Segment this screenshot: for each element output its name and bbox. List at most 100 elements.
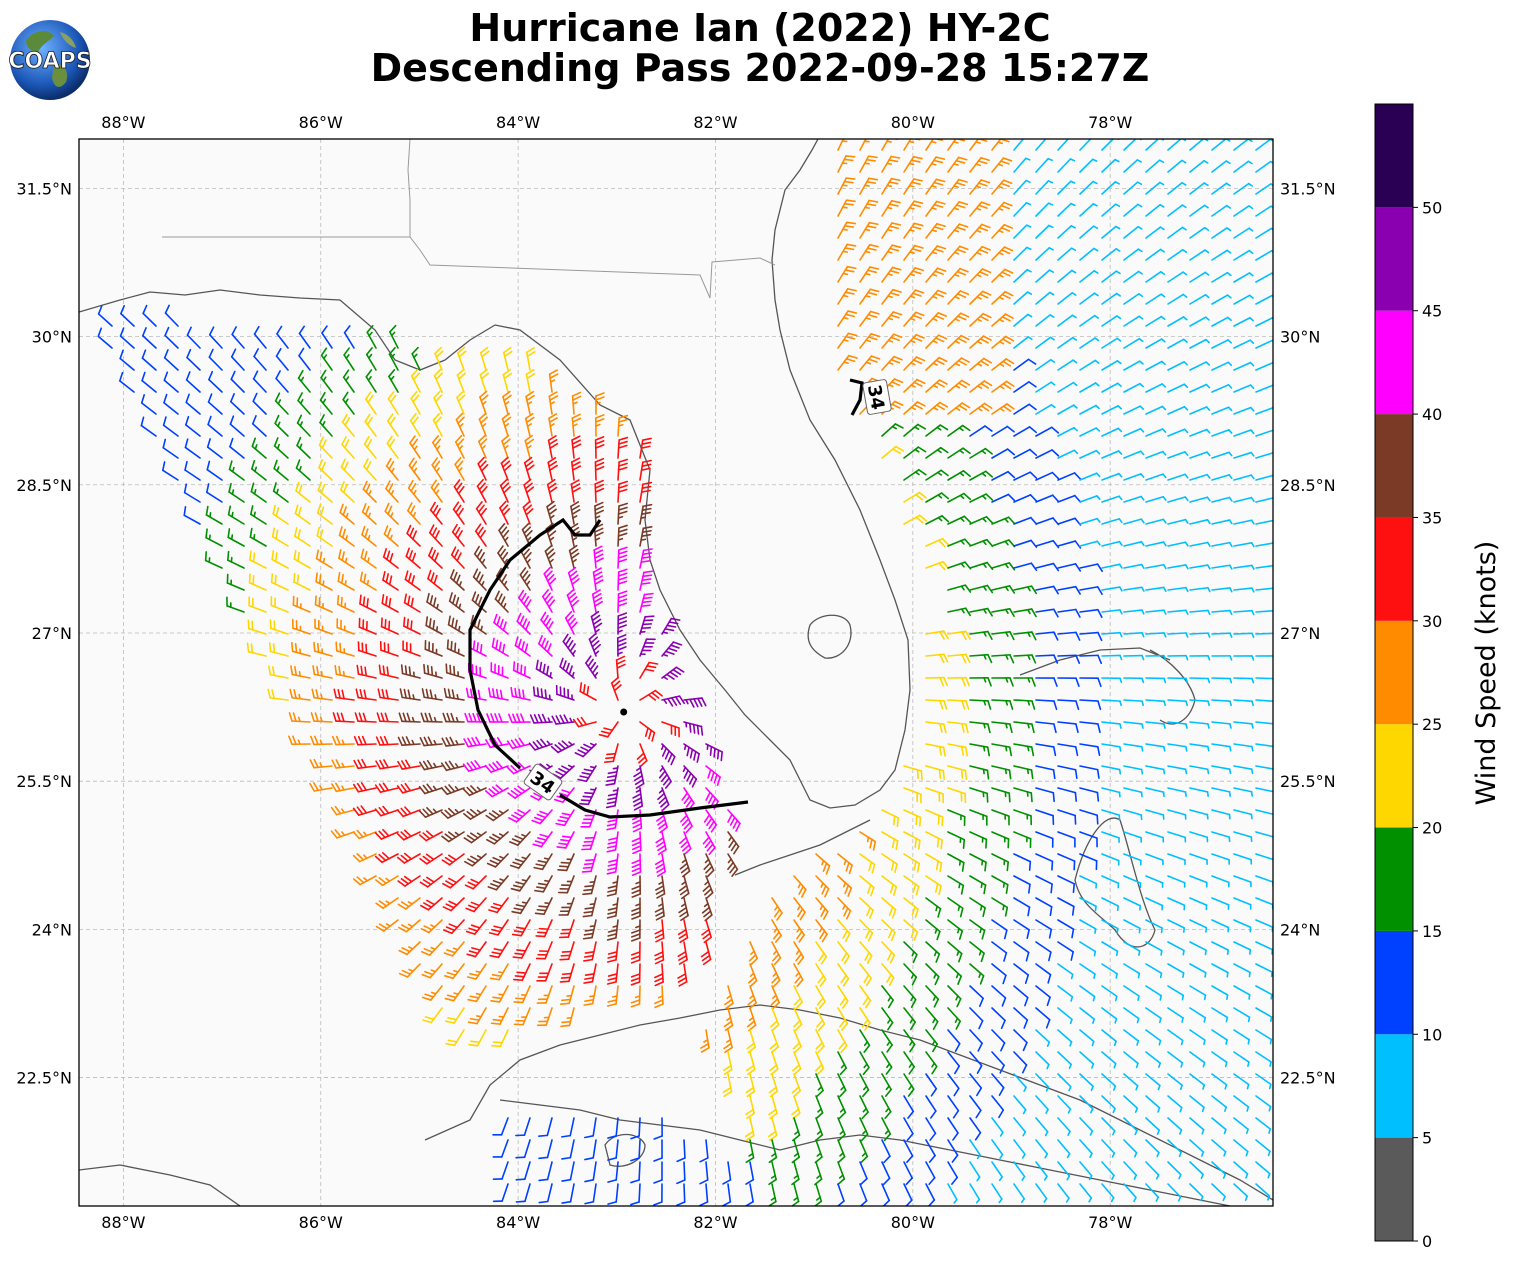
wind-barb: [1211, 743, 1232, 752]
wind-barb: [837, 1161, 846, 1186]
wind-barb: [410, 368, 421, 393]
wind-barb: [1255, 1029, 1273, 1045]
wind-barb: [561, 1139, 575, 1160]
wind-barb: [1145, 1183, 1160, 1202]
wind-barb: [1167, 721, 1188, 729]
wind-barb: [330, 829, 355, 839]
wind-barb: [925, 222, 946, 239]
wind-barb: [298, 347, 311, 371]
wind-barb: [679, 831, 692, 856]
wind-barb: [1233, 963, 1251, 978]
wind-barb: [903, 919, 919, 941]
wind-barb: [1211, 1007, 1229, 1023]
wind-barb: [859, 985, 872, 1009]
wind-barb: [1167, 518, 1189, 525]
wind-barb: [745, 1117, 755, 1142]
wind-barb: [207, 393, 223, 415]
wind-barb: [1233, 361, 1255, 371]
wind-barb: [1079, 540, 1101, 547]
wind-barb: [500, 456, 512, 481]
wind-barb: [837, 853, 853, 875]
wind-barb: [140, 394, 157, 415]
colorbar-tick-label: 50: [1422, 198, 1442, 217]
wind-barb: [419, 853, 443, 865]
wind-barb: [1145, 1095, 1161, 1113]
wind-barb: [1189, 451, 1211, 459]
wind-barb: [947, 312, 970, 327]
wind-barb: [387, 413, 399, 437]
wind-barb: [815, 1007, 826, 1032]
wind-barb: [859, 1007, 871, 1031]
wind-barb: [1211, 609, 1233, 616]
wind-barb: [1211, 655, 1233, 661]
colorbar-frame: [1374, 103, 1414, 1242]
wind-barb: [991, 985, 1007, 1007]
wind-barb: [1013, 1183, 1026, 1204]
wind-barb: [433, 368, 443, 393]
wind-barb: [617, 458, 629, 481]
wind-barb: [793, 963, 804, 988]
wind-barb: [1123, 159, 1142, 173]
wind-barb: [556, 831, 575, 849]
wind-barb: [631, 831, 642, 855]
wind-barb: [1255, 1161, 1271, 1179]
wind-barb: [991, 1073, 1005, 1096]
wind-barb: [1145, 338, 1166, 349]
wind-barb: [1079, 743, 1101, 756]
wind-barb: [991, 875, 1009, 894]
wind-barb: [515, 1117, 531, 1137]
wind-barb: [1255, 1051, 1272, 1067]
wind-barb: [1211, 541, 1233, 548]
wind-barb: [1145, 699, 1167, 707]
wind-barb: [1189, 541, 1211, 547]
wind-barb: [1013, 919, 1030, 939]
wind-barb: [678, 897, 689, 922]
wind-barb: [639, 570, 654, 591]
wind-barb: [1035, 1051, 1050, 1070]
wind-barb: [1079, 919, 1097, 934]
wind-barb: [859, 1139, 869, 1164]
wind-barb: [815, 963, 827, 987]
wind-barb: [1123, 919, 1141, 934]
wind-barb: [1189, 182, 1209, 195]
wind-barb: [903, 491, 927, 503]
wind-barb: [162, 416, 179, 437]
wind-barb: [1233, 294, 1254, 305]
wind-barb: [1233, 227, 1254, 239]
wind-barb: [466, 941, 487, 958]
lat-tick-label-left: 30°N: [32, 328, 72, 347]
wind-barb: [1079, 517, 1101, 525]
wind-barb: [947, 653, 971, 664]
wind-barb: [903, 178, 924, 195]
wind-barb: [525, 390, 535, 415]
wind-barb: [925, 853, 943, 873]
lat-tick-label-right: 28.5°N: [1280, 476, 1336, 495]
wind-barb: [1123, 677, 1145, 684]
wind-barb: [969, 1095, 982, 1119]
logo-text: COAPS: [8, 49, 91, 74]
wind-barb: [1233, 384, 1255, 393]
wind-barb: [1189, 1007, 1206, 1023]
wind-barb: [1255, 743, 1273, 748]
wind-barb: [397, 759, 421, 770]
wind-barb: [464, 875, 487, 890]
contour-label-text: 34: [863, 383, 888, 411]
wind-barb: [657, 787, 670, 812]
wind-barb: [1013, 875, 1031, 894]
wind-barb: [398, 712, 421, 723]
wind-barb: [947, 1051, 961, 1075]
wind-barb: [1189, 1161, 1204, 1180]
wind-barb: [1189, 271, 1210, 283]
wind-barb: [925, 289, 947, 305]
wind-barb: [1079, 787, 1100, 802]
wind-barb: [529, 713, 553, 724]
wind-barb: [1145, 159, 1165, 173]
wind-barb: [409, 413, 421, 437]
wind-barb: [654, 963, 664, 987]
wind-barb: [1233, 564, 1255, 570]
wind-barb: [269, 619, 289, 635]
wind-barb: [1211, 677, 1233, 684]
wind-barb: [574, 742, 597, 758]
wind-barb: [903, 289, 925, 305]
